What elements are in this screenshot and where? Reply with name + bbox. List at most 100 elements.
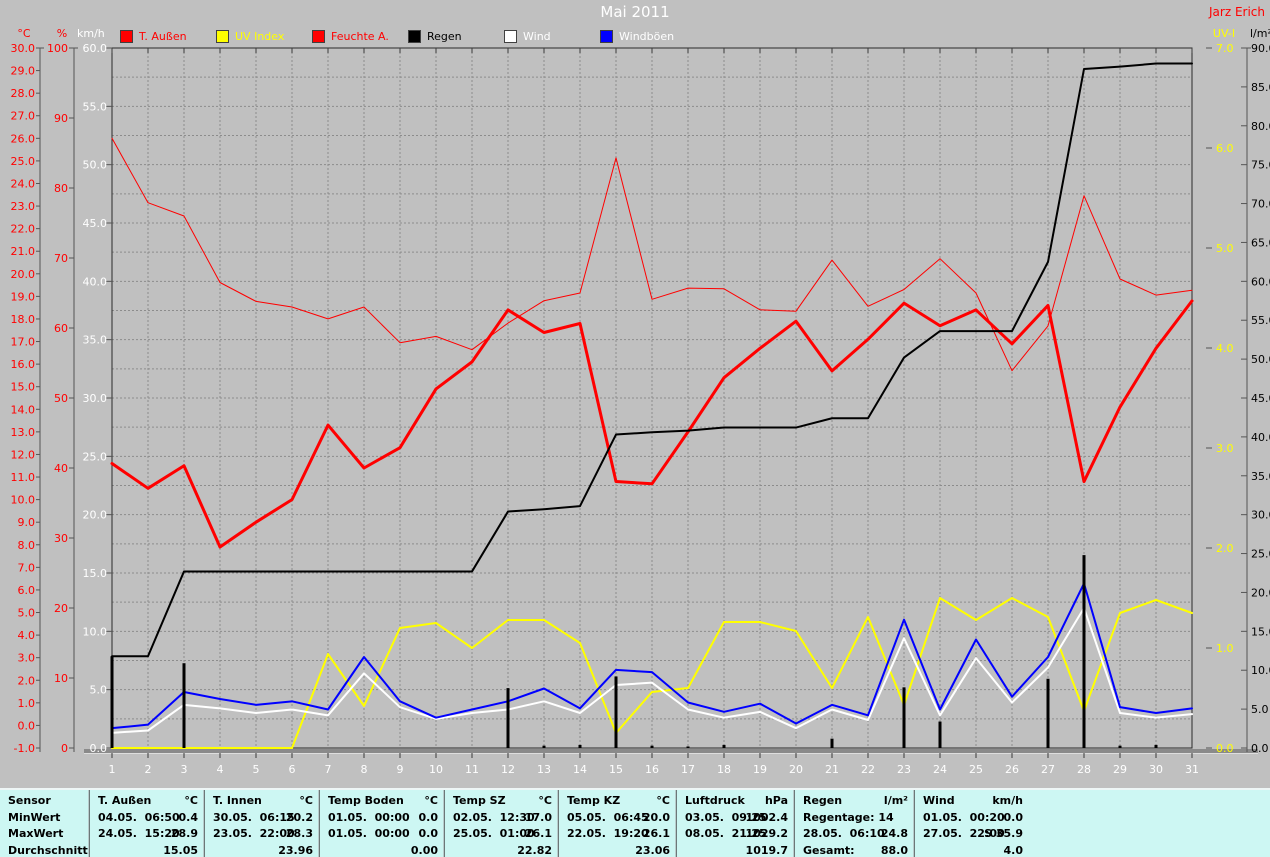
wind-swatch-icon: [504, 30, 517, 43]
table-cell-text: 01.05. 00:20: [923, 810, 1005, 824]
svg-text:15.0: 15.0: [1251, 625, 1270, 638]
svg-text:19: 19: [753, 763, 767, 776]
svg-text:17.0: 17.0: [11, 336, 36, 349]
table-row-labels: Sensor MinWert MaxWert Durchschnitt: [0, 790, 88, 857]
regen-swatch-icon: [408, 30, 421, 43]
table-row: 0.00: [320, 842, 445, 857]
table-cell-value: 28.3: [285, 827, 313, 840]
svg-text:10.0: 10.0: [1251, 664, 1270, 677]
svg-text:7.0: 7.0: [1216, 42, 1234, 55]
svg-text:29: 29: [1113, 763, 1127, 776]
svg-text:0.0: 0.0: [1251, 742, 1269, 755]
svg-text:15.0: 15.0: [11, 381, 36, 394]
table-row: Gesamt: 88.0: [795, 842, 915, 857]
table-group-unit: °C: [299, 794, 313, 807]
table-group-unit: °C: [538, 794, 552, 807]
svg-text:18: 18: [717, 763, 731, 776]
rain-bars: [110, 555, 1158, 748]
table-group-luftdruck: Luftdruck hPa 03.05. 09:25 1002.4 08.05. 21:…: [675, 790, 795, 857]
svg-text:40.0: 40.0: [83, 275, 108, 288]
table-cell-text: Gesamt:: [803, 843, 855, 857]
series-uv-index-line: [111, 597, 1193, 749]
table-group-t-au-en: T. Außen °C 04.05. 06:50 0.4 24.05. 15:20 28.…: [88, 790, 205, 857]
svg-text:25: 25: [969, 763, 983, 776]
gridlines: [112, 48, 1192, 748]
svg-text:-1.0: -1.0: [14, 742, 35, 755]
table-cell-value: 20.2: [285, 810, 313, 824]
svg-text:17: 17: [681, 763, 695, 776]
svg-text:8: 8: [361, 763, 368, 776]
svg-text:60: 60: [54, 322, 68, 335]
legend-item-windboeen: Windböen: [600, 30, 696, 43]
svg-text:19.0: 19.0: [11, 290, 36, 303]
table-row-label: MinWert: [0, 809, 88, 826]
svg-text:13: 13: [537, 763, 551, 776]
feuchte-swatch-icon: [312, 30, 325, 43]
svg-text:8.0: 8.0: [18, 539, 36, 552]
svg-text:5.0: 5.0: [1251, 703, 1269, 716]
svg-text:27.0: 27.0: [11, 110, 36, 123]
svg-text:31: 31: [1185, 763, 1199, 776]
svg-text:1: 1: [109, 763, 116, 776]
svg-text:23.0: 23.0: [11, 200, 36, 213]
svg-text:70: 70: [54, 252, 68, 265]
svg-text:4.0: 4.0: [18, 629, 36, 642]
series-t-au-en-line: [110, 299, 1194, 549]
table-group-wind: Wind km/h 01.05. 00:20 0.0 27.05. 22:00 S 35.…: [913, 790, 1030, 857]
table-row: 05.05. 06:45 20.0: [559, 809, 677, 826]
svg-text:10.0: 10.0: [11, 494, 36, 507]
table-row: 25.05. 01:00 26.1: [445, 825, 559, 842]
svg-text:30.0: 30.0: [11, 42, 36, 55]
svg-text:26: 26: [1005, 763, 1019, 776]
svg-text:2.0: 2.0: [18, 674, 36, 687]
chart-legend: T. Außen UV Index Feuchte A. Regen Wind …: [120, 30, 696, 43]
svg-text:0.0: 0.0: [90, 742, 108, 755]
table-group-header: Luftdruck hPa: [677, 792, 795, 809]
temp-axis: 30.0 29.0 28.0 27.0 26.0 25.0 24.0 23.0 22.0 21.0…: [11, 42, 44, 755]
svg-text:35.0: 35.0: [83, 334, 108, 347]
author-label: Jarz Erich: [1209, 5, 1265, 19]
svg-text:75.0: 75.0: [1251, 159, 1270, 172]
table-row: 22.82: [445, 842, 559, 857]
svg-text:7.0: 7.0: [18, 561, 36, 574]
svg-text:0: 0: [61, 742, 68, 755]
table-cell-value: 1019.7: [745, 843, 788, 857]
table-cell-value: 22.82: [517, 843, 552, 857]
svg-text:90: 90: [54, 112, 68, 125]
table-group-unit: hPa: [764, 794, 788, 807]
svg-text:25.0: 25.0: [11, 155, 36, 168]
svg-text:45.0: 45.0: [1251, 392, 1270, 405]
svg-text:4: 4: [217, 763, 224, 776]
rain-axis-unit: l/m²: [1250, 27, 1270, 40]
table-row-label-text: MaxWert: [8, 827, 64, 840]
svg-text:30: 30: [54, 532, 68, 545]
table-row: 04.05. 06:50 0.4: [90, 809, 205, 826]
table-group-name: Temp Boden: [328, 794, 404, 807]
legend-label: Wind: [523, 30, 551, 43]
temp-axis-unit: °C: [17, 27, 31, 40]
table-cell-value: 23.06: [635, 843, 670, 857]
table-group-temp-kz: Temp KZ °C 05.05. 06:45 20.0 22.05. 19:20 26.…: [557, 790, 677, 857]
legend-item-feuchte: Feuchte A.: [312, 30, 408, 43]
table-cell-value: 0.4: [178, 810, 199, 824]
svg-text:45.0: 45.0: [83, 217, 108, 230]
legend-item-t-aussen: T. Außen: [120, 30, 216, 43]
svg-text:20: 20: [54, 602, 68, 615]
table-row: 01.05. 00:00 0.0: [320, 825, 445, 842]
legend-label: UV Index: [235, 30, 285, 43]
svg-text:6.0: 6.0: [18, 584, 36, 597]
svg-text:23: 23: [897, 763, 911, 776]
svg-text:30: 30: [1149, 763, 1163, 776]
rain-axis: 90.0 85.0 80.0 75.0 70.0 65.0 60.0 55.0 50.0 45.0…: [1241, 42, 1270, 755]
svg-text:3.0: 3.0: [1216, 442, 1234, 455]
table-cell-text: 27.05. 22:00: [923, 827, 1005, 840]
legend-label: Regen: [427, 30, 462, 43]
table-row: 23.06: [559, 842, 677, 857]
table-group-unit: °C: [656, 794, 670, 807]
table-cell-value: 88.0: [880, 843, 908, 857]
table-cell-value: 24.8: [880, 827, 908, 840]
table-row: 28.05. 06:10 24.8: [795, 825, 915, 842]
svg-text:7: 7: [325, 763, 332, 776]
svg-text:50: 50: [54, 392, 68, 405]
